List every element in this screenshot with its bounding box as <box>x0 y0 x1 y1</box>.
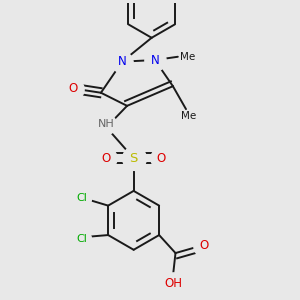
Text: O: O <box>157 152 166 165</box>
Text: O: O <box>68 82 78 95</box>
Text: Me: Me <box>181 111 196 121</box>
Text: Cl: Cl <box>76 234 87 244</box>
Text: Cl: Cl <box>76 193 87 203</box>
Text: Me: Me <box>180 52 195 62</box>
Text: NH: NH <box>98 119 115 130</box>
Text: S: S <box>130 152 138 165</box>
Text: OH: OH <box>164 277 182 290</box>
Text: N: N <box>118 55 127 68</box>
Text: O: O <box>200 239 209 252</box>
Text: N: N <box>151 53 159 67</box>
Text: O: O <box>101 152 110 165</box>
